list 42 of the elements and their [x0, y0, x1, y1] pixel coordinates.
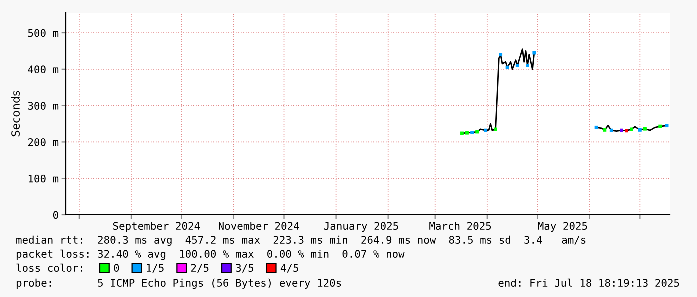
legend-label: 3/5 — [236, 264, 254, 273]
legend-label: 1/5 — [147, 264, 164, 273]
x-tick-label: March 2025 — [430, 222, 492, 230]
point — [630, 128, 634, 132]
point — [603, 128, 607, 132]
point — [594, 126, 598, 130]
point — [466, 131, 469, 135]
point — [665, 124, 669, 128]
x-tick-label: September 2024 — [113, 222, 200, 232]
x-tick-label: January 2025 — [324, 222, 398, 232]
point — [494, 128, 498, 132]
point — [532, 51, 536, 55]
text: packet loss: 32.40 % avg 100.00 % max 0.00 % min 0.07 % now — [16, 250, 405, 260]
text: median rtt: 280.3 ms avg 457.2 ms max 223.3 ms min 264.9 ms now 83.5 ms sd 3.4 am/s — [16, 236, 586, 246]
legend-label: 0 — [114, 264, 120, 272]
point — [506, 66, 510, 70]
y-tick-label: 500 m — [28, 29, 59, 38]
point — [610, 128, 614, 132]
y-axis-title: Seconds — [11, 91, 20, 137]
y-tick-label: 100 m — [28, 174, 59, 183]
point — [625, 129, 628, 133]
legend-title: loss color: — [16, 264, 82, 272]
point — [620, 128, 624, 132]
point — [476, 130, 480, 134]
point — [644, 127, 647, 131]
point — [526, 64, 530, 68]
y-tick-label: 300 m — [28, 102, 59, 110]
x-tick-label: November 2024 — [219, 222, 300, 230]
point — [516, 64, 520, 68]
text: end: Fri Jul 18 18:19:13 2025 — [498, 278, 680, 288]
legend-label: 2/5 — [191, 264, 209, 273]
y-tick-label: 200 m — [28, 138, 59, 146]
y-tick-label: 400 m — [28, 66, 59, 74]
point — [499, 53, 503, 57]
point — [484, 128, 488, 132]
legend-label: 4/5 — [280, 264, 298, 273]
text: probe: 5 ICMP Echo Pings (56 Bytes) every 120s — [16, 278, 342, 290]
point — [658, 124, 662, 128]
point — [470, 131, 474, 134]
point — [460, 132, 464, 136]
y-tick-label: 0 — [53, 211, 58, 220]
x-tick-label: May 2025 — [538, 222, 588, 232]
